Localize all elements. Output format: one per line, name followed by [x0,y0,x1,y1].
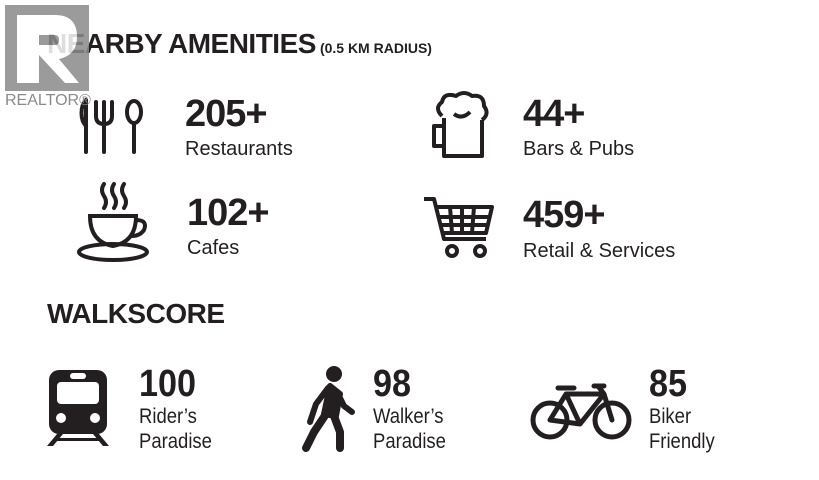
bike-line2: Friendly [649,430,715,453]
shopping-cart-icon [424,197,494,258]
amenities-subtitle: (0.5 KM RADIUS) [319,40,432,56]
walk-line1: Walker’s [373,405,444,428]
cafes-label: Cafes [187,237,240,259]
coffee-cup-icon [77,182,149,262]
transit-line1: Rider’s [139,405,197,428]
realtor-wordmark: REALTOR® [5,92,91,109]
walk-line2: Paradise [373,430,446,453]
retail-label: Retail & Services [523,240,676,262]
retail-count: 459+ [523,194,606,236]
train-icon [47,370,109,446]
amenities-title-text: NEARBY AMENITIES [47,28,316,59]
walkscore-title: WALKSCORE [47,298,225,329]
transit-score: 100 [139,363,197,405]
restaurants-count: 205+ [185,93,268,135]
bars-label: Bars & Pubs [523,138,635,160]
cutlery-icon [79,98,143,154]
bicycle-icon [530,383,632,440]
realtor-logo [5,5,89,91]
restaurants-label: Restaurants [185,138,293,160]
amenities-title: NEARBY AMENITIES (0.5 KM RADIUS) [47,28,432,60]
cafes-count: 102+ [187,192,270,234]
transit-line2: Paradise [139,430,212,453]
walk-score: 98 [373,363,412,405]
bars-count: 44+ [523,93,585,135]
walker-icon [302,366,355,452]
bike-score: 85 [649,363,688,405]
bike-line1: Biker [649,405,692,428]
beer-mug-icon [432,91,489,158]
